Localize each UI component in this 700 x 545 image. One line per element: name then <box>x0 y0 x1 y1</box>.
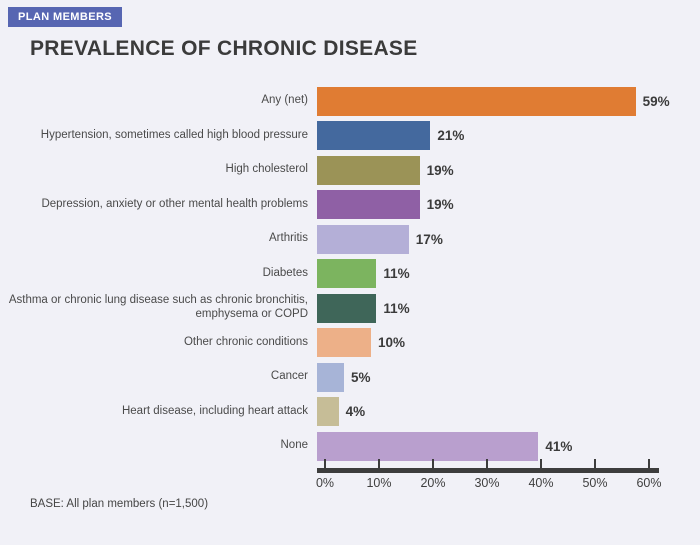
x-axis-tick <box>378 459 380 469</box>
x-axis-tick <box>486 459 488 469</box>
category-label: Hypertension, sometimes called high bloo… <box>40 128 308 141</box>
bar-track: 19% <box>317 155 700 185</box>
category-label: High cholesterol <box>225 163 308 176</box>
bar-row: None 41% <box>0 429 700 464</box>
bar-row: Arthritis 17% <box>0 222 700 257</box>
bar <box>317 362 344 392</box>
category-label: Other chronic conditions <box>183 335 308 348</box>
bar-value-label: 21% <box>437 128 465 144</box>
bar-row: Hypertension, sometimes called high bloo… <box>0 119 700 154</box>
chart-title: PREVALENCE OF CHRONIC DISEASE <box>30 37 418 60</box>
x-axis-tick-label: 30% <box>474 476 500 490</box>
x-axis-tick <box>324 459 326 469</box>
bar-track: 10% <box>317 328 700 358</box>
bar-track: 11% <box>317 259 700 289</box>
bar-row: Asthma or chronic lung disease such as c… <box>0 291 700 326</box>
bar <box>317 86 636 116</box>
bar-row: High cholesterol 19% <box>0 153 700 188</box>
category-label: Asthma or chronic lung disease such as c… <box>8 294 308 321</box>
x-axis-tick <box>594 459 596 469</box>
x-axis-tick <box>432 459 434 469</box>
x-axis-tick-label: 60% <box>636 476 662 490</box>
category-label: None <box>280 439 309 452</box>
bar-row: Diabetes 11% <box>0 257 700 292</box>
bar-track: 59% <box>317 86 700 116</box>
bar <box>317 155 420 185</box>
bar-value-label: 59% <box>642 93 670 109</box>
x-axis-tick-label: 50% <box>582 476 608 490</box>
category-label: Depression, anxiety or other mental heal… <box>41 197 308 210</box>
bar-track: 41% <box>317 431 700 461</box>
x-axis-tick <box>540 459 542 469</box>
bar-value-label: 41% <box>545 438 573 454</box>
bar-chart: Any (net) 59% Hypertension, sometimes call… <box>0 84 700 464</box>
bar-track: 17% <box>317 224 700 254</box>
category-label: Arthritis <box>269 232 308 245</box>
x-axis-tick-label: 20% <box>420 476 446 490</box>
bar-value-label: 10% <box>378 335 406 351</box>
bar <box>317 224 409 254</box>
bar-track: 19% <box>317 190 700 220</box>
x-axis-line <box>317 468 659 473</box>
bar <box>317 121 431 151</box>
bar <box>317 259 377 289</box>
category-label: Any (net) <box>261 94 308 107</box>
bar-track: 4% <box>317 397 700 427</box>
x-axis-tick <box>648 459 650 469</box>
bar-row: Cancer 5% <box>0 360 700 395</box>
bar-row: Heart disease, including heart attack 4% <box>0 395 700 430</box>
x-axis-tick-label: 0% <box>315 476 335 490</box>
bar-value-label: 11% <box>383 266 410 282</box>
x-axis: 0% 10% 20% 30% 40% 50% 60% <box>0 459 700 499</box>
bar <box>317 397 339 427</box>
bar-row: Any (net) 59% <box>0 84 700 119</box>
bar-track: 11% <box>317 293 700 323</box>
bar-value-label: 19% <box>426 162 454 178</box>
category-label: Cancer <box>270 370 308 383</box>
bar-value-label: 4% <box>345 404 366 420</box>
bar-track: 21% <box>317 121 700 151</box>
bar-value-label: 17% <box>415 231 443 247</box>
bar-row: Other chronic conditions 10% <box>0 326 700 361</box>
bar-value-label: 19% <box>426 197 454 213</box>
category-label: Diabetes <box>262 266 308 279</box>
x-axis-tick-label: 10% <box>366 476 392 490</box>
base-note: BASE: All plan members (n=1,500) <box>30 498 209 510</box>
bar <box>317 431 539 461</box>
bar <box>317 293 377 323</box>
bar-value-label: 5% <box>351 369 371 385</box>
bar-row: Depression, anxiety or other mental heal… <box>0 188 700 223</box>
plan-members-badge: PLAN MEMBERS <box>8 7 123 27</box>
bar-track: 5% <box>317 362 700 392</box>
category-label: Heart disease, including heart attack <box>121 404 308 417</box>
bar-value-label: 11% <box>383 300 410 316</box>
x-axis-tick-label: 40% <box>528 476 554 490</box>
bar <box>317 190 420 220</box>
bar <box>317 328 371 358</box>
